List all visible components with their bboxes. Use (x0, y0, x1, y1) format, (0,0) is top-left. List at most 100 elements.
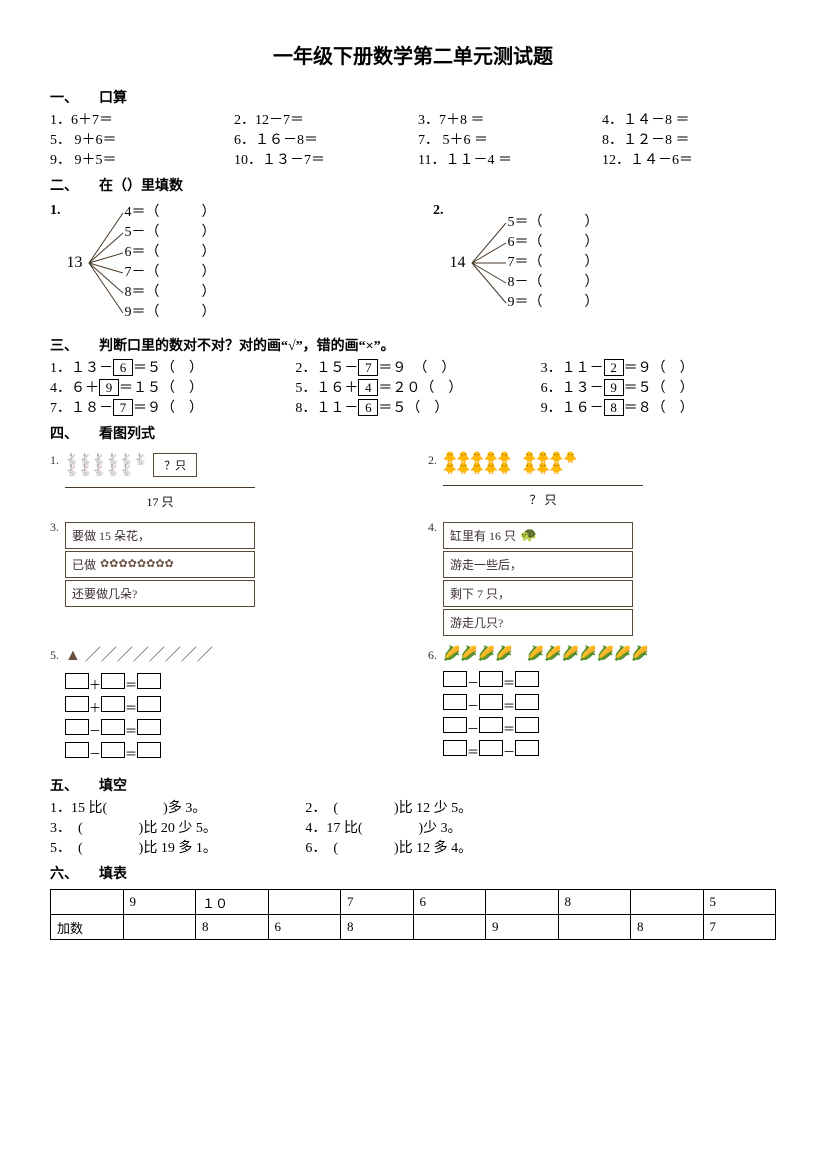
b2l5: 9＝（ ） (508, 293, 599, 313)
s1-row3: 9． 9＋5＝ 10．１３－7＝ 11．１１－4 ＝ 12．１４－6＝ (50, 149, 776, 169)
branch2-lines: 5＝（ ） 6＝（ ） 7＝（ ） 8－（ ） 9＝（ ） (508, 213, 599, 313)
b1l4: 7－（ ） (125, 263, 216, 283)
t-r1c9 (631, 890, 704, 915)
s3-5: 5．１６＋4＝２０（ ） (295, 377, 530, 397)
branch1-center: 13 (67, 254, 83, 272)
b2l4: 8－（ ） (508, 273, 599, 293)
s4-q5: 5. ▲ ／／／／／／／／ ＋＝ ＋＝ －＝ －＝ (50, 648, 398, 765)
t-r1c2: 9 (123, 890, 196, 915)
q4-l4: 游走几只? (443, 609, 633, 636)
s1-i4: 4．１４－8 ＝ (602, 109, 776, 129)
s4-q3: 3. 要做 15 朵花， 已做✿✿✿✿✿✿✿✿ 还要做几朵? (50, 520, 398, 638)
s3-grid: 1．１３－6＝５（ ） 2．１５－7＝９ （ ） 3．１１－2＝９（ ） 4．６… (50, 357, 776, 417)
s5-6: 6． ( )比 12 多 4。 (305, 837, 520, 857)
branch2-fan-icon (468, 213, 508, 313)
t-r2c7: 9 (486, 915, 559, 940)
s4-q4: 4. 缸里有 16 只🐢 游走一些后， 剩下 7 只， 游走几只? (428, 520, 776, 638)
s5-row1: 1．15 比( )多 3。 2． ( )比 12 少 5。 (50, 797, 776, 817)
s1-i8: 8．１２－8 ＝ (602, 129, 776, 149)
b1l6: 9＝（ ） (125, 303, 216, 323)
s1-row1: 1．6＋7＝ 2．12－7＝ 3．7＋8 ＝ 4．１４－8 ＝ (50, 109, 776, 129)
q1-ask: ？只 (153, 453, 197, 477)
b1l5: 8＝（ ） (125, 283, 216, 303)
q4-l1: 缸里有 16 只🐢 (443, 522, 633, 549)
q5-eq3: －＝ (65, 719, 213, 739)
s3-8: 8．１１－6＝５（ ） (295, 397, 530, 417)
corn-icon: 🌽🌽🌽🌽 🌽🌽🌽🌽🌽🌽🌽 (443, 648, 649, 662)
q5-eq2: ＋＝ (65, 696, 213, 716)
section2-head: 二、 在（）里填数 (50, 175, 776, 195)
s3-6: 6．１３－9＝５（ ） (541, 377, 776, 397)
s3-3: 3．１１－2＝９（ ） (541, 357, 776, 377)
q2-ask: ？ 只 (443, 491, 643, 508)
b1l1: 4＝（ ） (125, 203, 216, 223)
branch1-lines: 4＝（ ） 5－（ ） 6＝（ ） 7－（ ） 8＝（ ） 9＝（ ） (125, 203, 216, 323)
branch-left: 1. 13 4＝（ ） 5－（ ） 6＝（ ） 7－（ ） 8＝（ ） 9＝（ … (50, 203, 393, 323)
t-r1c1 (51, 890, 124, 915)
t-r2c9: 8 (631, 915, 704, 940)
s1-i9: 9． 9＋5＝ (50, 149, 224, 169)
q3-l1: 要做 15 朵花， (65, 522, 255, 549)
q4-l3: 剩下 7 只， (443, 580, 633, 607)
t-r1c10: 5 (703, 890, 776, 915)
q5-eq1: ＋＝ (65, 673, 213, 693)
section5-head: 五、 填空 (50, 775, 776, 795)
q6-eq1: －＝ (443, 671, 649, 691)
section6-head: 六、 填表 (50, 863, 776, 883)
t-r1c4 (268, 890, 341, 915)
table-row: 9 １０ 7 6 8 5 (51, 890, 776, 915)
s1-i5: 5． 9＋6＝ (50, 129, 224, 149)
t-r1c8: 8 (558, 890, 631, 915)
t-r1c3: １０ (196, 890, 269, 915)
s5-row3: 5． ( )比 19 多 1。 6． ( )比 12 多 4。 (50, 837, 776, 857)
b1l3: 6＝（ ） (125, 243, 216, 263)
t-r2c2 (123, 915, 196, 940)
table-row: 加数 8 6 8 9 8 7 (51, 915, 776, 940)
s4-q2: 2. 🐥🐥🐥🐥🐥 🐥🐥🐥🐥🐥🐥🐥🐥🐥 🐥🐥🐥 ？ 只 (428, 453, 776, 510)
s1-i3: 3．7＋8 ＝ (418, 109, 592, 129)
b1l2: 5－（ ） (125, 223, 216, 243)
page-title: 一年级下册数学第二单元测试题 (50, 40, 776, 69)
q3-l3: 还要做几朵? (65, 580, 255, 607)
q6-eq2: －＝ (443, 694, 649, 714)
q1-total: 17 只 (65, 493, 255, 510)
s1-i11: 11．１１－4 ＝ (418, 149, 592, 169)
branch1-label: 1. (50, 203, 61, 219)
s5-1: 1．15 比( )多 3。 (50, 797, 265, 817)
rabbits-icon: 🐇🐇🐇🐇🐇🐇🐇🐇🐇🐇🐇 (65, 455, 147, 477)
branch2-label: 2. (433, 203, 444, 219)
section1-head: 一、 口算 (50, 87, 776, 107)
s3-2: 2．１５－7＝９ （ ） (295, 357, 530, 377)
section4-head: 四、 看图列式 (50, 423, 776, 443)
branch-right: 2. 14 5＝（ ） 6＝（ ） 7＝（ ） 8－（ ） 9＝（ ） (433, 203, 776, 323)
chicks-icon: 🐥🐥🐥🐥🐥 🐥🐥🐥🐥🐥🐥🐥🐥🐥 🐥🐥🐥 (443, 453, 643, 475)
s1-i10: 10．１３－7＝ (234, 149, 408, 169)
branch1-fan-icon (85, 203, 125, 323)
q5-eq4: －＝ (65, 742, 213, 762)
sticks-icon: ▲ ／／／／／／／／ (65, 648, 213, 664)
s1-i12: 12．１４－6＝ (602, 149, 776, 169)
s3-7: 7．１８－7＝９（ ） (50, 397, 285, 417)
s4-q6: 6. 🌽🌽🌽🌽 🌽🌽🌽🌽🌽🌽🌽 －＝ －＝ －＝ ＝－ (428, 648, 776, 765)
s3-1: 1．１３－6＝５（ ） (50, 357, 285, 377)
s5-4: 4．17 比( )少 3。 (305, 817, 520, 837)
b2l3: 7＝（ ） (508, 253, 599, 273)
section3-head: 三、 判断口里的数对不对？对的画“√”，错的画“×”。 (50, 335, 776, 355)
q6-eq3: －＝ (443, 717, 649, 737)
s1-row2: 5． 9＋6＝ 6．１６－8＝ 7． 5＋6 ＝ 8．１２－8 ＝ (50, 129, 776, 149)
branch-diagrams: 1. 13 4＝（ ） 5－（ ） 6＝（ ） 7－（ ） 8＝（ ） 9＝（ … (50, 203, 776, 323)
s1-i7: 7． 5＋6 ＝ (418, 129, 592, 149)
t-r2c8 (558, 915, 631, 940)
s1-i2: 2．12－7＝ (234, 109, 408, 129)
t-r2c4: 6 (268, 915, 341, 940)
s4-row1: 1. 🐇🐇🐇🐇🐇🐇🐇🐇🐇🐇🐇 ？只 17 只 2. 🐥🐥🐥🐥🐥 🐥🐥🐥🐥🐥🐥🐥🐥… (50, 453, 776, 510)
s5-5: 5． ( )比 19 多 1。 (50, 837, 265, 857)
s5-2: 2． ( )比 12 少 5。 (305, 797, 520, 817)
t-r2c10: 7 (703, 915, 776, 940)
t-r2c6 (413, 915, 486, 940)
branch2-center: 14 (450, 254, 466, 272)
s4-row3: 5. ▲ ／／／／／／／／ ＋＝ ＋＝ －＝ －＝ 6. 🌽🌽🌽🌽 🌽🌽🌽🌽🌽🌽… (50, 648, 776, 765)
s3-9: 9．１６－8＝８（ ） (541, 397, 776, 417)
t-r1c6: 6 (413, 890, 486, 915)
bug-icon: 🐢 (520, 527, 537, 544)
